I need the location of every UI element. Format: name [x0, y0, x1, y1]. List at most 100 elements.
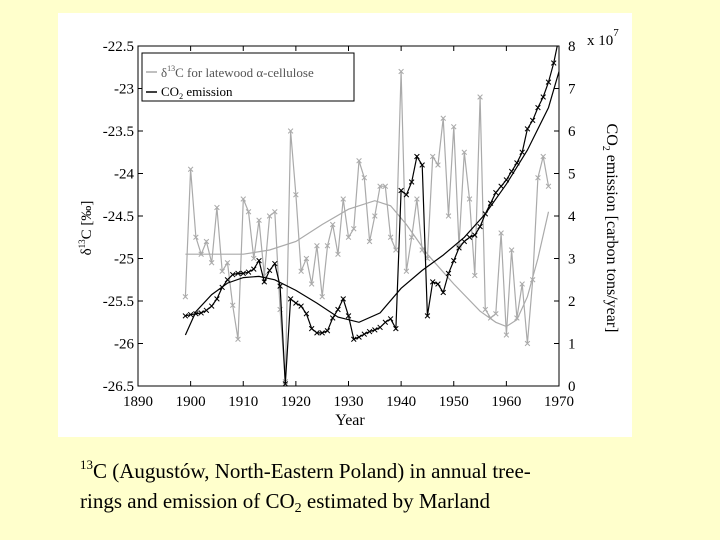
- left-axis-ticks: -22.5 -23 -23.5 -24 -24.5 -25 -25.5 -26 -26.5: [103, 39, 143, 395]
- co2-point: [382, 319, 389, 326]
- co2-point: [377, 324, 383, 331]
- caption: 13C (Augustów, North-Eastern Poland) in …: [80, 450, 660, 524]
- d13c-point: [519, 281, 525, 287]
- d13c-point: [314, 242, 320, 249]
- right-axis-multiplier: x 107: [587, 27, 619, 49]
- co2-point: [251, 266, 257, 272]
- co2-point: [498, 183, 504, 190]
- co2-point: [319, 330, 325, 336]
- d13c-point: [351, 225, 357, 232]
- left-axis-label: δ13C [‰]: [77, 201, 95, 256]
- x-tick-label: 1890: [123, 394, 153, 410]
- d13c-point: [524, 340, 531, 347]
- co2-point: [524, 126, 531, 132]
- d13c-point: [372, 213, 378, 219]
- d13c-point: [429, 153, 436, 160]
- d13c-point: [187, 166, 194, 173]
- d13c-point: [508, 247, 515, 253]
- d13c-point: [482, 306, 489, 313]
- left-tick-label: -22.5: [103, 39, 134, 55]
- d13c-point: [382, 183, 389, 190]
- right-tick-label: 2: [568, 294, 576, 310]
- co2-point: [314, 330, 320, 336]
- co2-point: [329, 315, 336, 321]
- co2-point: [182, 313, 189, 319]
- chart-svg: -22.5 -23 -23.5 -24 -24.5 -25 -25.5 -26 -26.5 8 7…: [77, 27, 620, 429]
- co2-point: [240, 270, 247, 277]
- co2-point: [529, 117, 536, 124]
- d13c-point: [450, 123, 457, 130]
- left-tick-label: -24: [114, 167, 134, 183]
- left-tick-label: -25.5: [103, 294, 134, 310]
- co2-point: [414, 153, 420, 160]
- co2-point: [261, 279, 268, 285]
- co2-point: [203, 307, 210, 314]
- right-axis-ticks: 8 7 6 5 4 3 2 1 0: [554, 39, 576, 395]
- co2-point: [540, 94, 546, 100]
- co2-point: [393, 325, 399, 332]
- co2-point: [266, 267, 273, 274]
- right-tick-label: 4: [568, 209, 576, 225]
- co2-point: [445, 270, 452, 277]
- co2-point: [408, 179, 415, 185]
- co2-point: [272, 260, 278, 267]
- co2-point: [424, 313, 431, 319]
- co2-point: [287, 296, 294, 302]
- co2-point: [198, 310, 204, 316]
- d13c-point: [224, 259, 231, 266]
- d13c-point: [498, 230, 504, 236]
- x-axis-ticks: 1890 1900 1910 1920 1930 1940 1950 1960 1970: [123, 46, 574, 410]
- co2-point: [550, 60, 557, 66]
- right-tick-label: 3: [568, 252, 576, 268]
- co2-point: [187, 311, 194, 318]
- d13c-point: [214, 204, 220, 211]
- co2-point: [440, 289, 446, 296]
- left-tick-label: -23: [114, 82, 134, 98]
- co2-point: [345, 313, 352, 319]
- d13c-point: [203, 238, 210, 245]
- co2-point: [461, 238, 468, 245]
- d13c-point: [403, 268, 410, 275]
- d13c-point: [245, 208, 252, 215]
- d13c-point: [219, 268, 225, 275]
- co2-point: [208, 303, 215, 309]
- d13c-point: [345, 234, 352, 241]
- d13c-point: [235, 336, 241, 343]
- co2-point: [477, 223, 483, 230]
- caption-line1: C (Augustów, North-Eastern Poland) in an…: [93, 459, 531, 483]
- d13c-point: [435, 162, 441, 168]
- co2-point: [256, 257, 262, 264]
- co2-point: [519, 149, 525, 156]
- d13c-point: [414, 196, 420, 202]
- d13c-point: [535, 174, 541, 181]
- chart-figure: -22.5 -23 -23.5 -24 -24.5 -25 -25.5 -26 -26.5 8 7…: [58, 13, 632, 437]
- d13c-point: [387, 234, 394, 241]
- co2-point: [429, 279, 436, 285]
- legend-label-co2: CO2 emission: [161, 84, 233, 101]
- co2-point: [214, 296, 220, 302]
- d13c-point: [324, 242, 331, 249]
- co2-point: [493, 189, 499, 196]
- left-tick-label: -26.5: [103, 379, 134, 395]
- d13c-point: [303, 255, 310, 262]
- co2-point: [335, 306, 341, 313]
- caption-line2-suffix: estimated by Marland: [301, 489, 491, 513]
- right-axis-label: CO2 emission [carbon tons/year]: [600, 124, 620, 333]
- co2-point: [277, 283, 283, 289]
- plot-series: [182, 46, 559, 387]
- co2-point: [308, 325, 315, 332]
- co2-point: [361, 331, 368, 337]
- co2-point: [466, 234, 473, 241]
- x-axis-label: Year: [335, 412, 365, 429]
- d13c-point: [361, 174, 368, 181]
- x-tick-label: 1920: [281, 394, 311, 410]
- d13c-point: [393, 247, 399, 253]
- d13c-point: [466, 196, 473, 202]
- d13c-point: [377, 183, 383, 190]
- co2-trend-line: [184, 71, 559, 336]
- d13c-point: [298, 268, 304, 275]
- left-tick-label: -24.5: [103, 209, 134, 225]
- caption-superscript: 13: [80, 457, 93, 472]
- d13c-point: [308, 281, 315, 287]
- co2-point: [303, 310, 310, 317]
